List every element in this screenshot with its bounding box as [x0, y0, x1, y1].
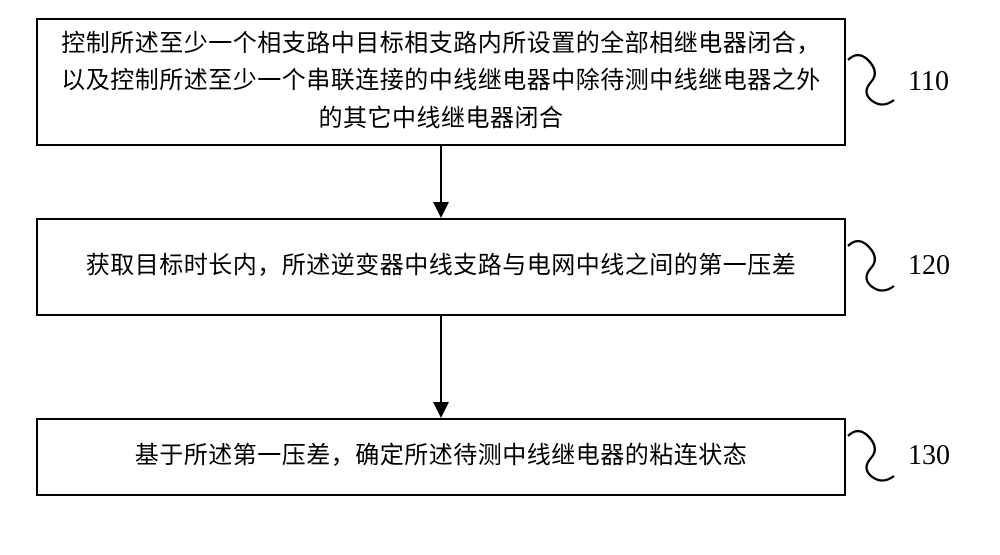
step-text-2: 获取目标时长内，所述逆变器中线支路与电网中线之间的第一压差 [86, 248, 797, 285]
step-box-3: 基于所述第一压差，确定所述待测中线继电器的粘连状态 [36, 418, 846, 496]
step-label-3: 130 [908, 440, 950, 472]
step-label-1: 110 [908, 66, 949, 98]
step-box-1: 控制所述至少一个相支路中目标相支路内所设置的全部相继电器闭合，以及控制所述至少一… [36, 18, 846, 146]
step-box-2: 获取目标时长内，所述逆变器中线支路与电网中线之间的第一压差 [36, 218, 846, 316]
step-text-1: 控制所述至少一个相支路中目标相支路内所设置的全部相继电器闭合，以及控制所述至少一… [52, 26, 830, 138]
arrow-line [440, 316, 442, 404]
brace-icon [848, 240, 894, 292]
brace-icon [848, 54, 894, 106]
arrow-line [440, 146, 442, 204]
brace-icon [848, 430, 894, 482]
arrow-head-icon [433, 402, 449, 418]
step-label-2: 120 [908, 250, 950, 282]
flowchart-canvas: 控制所述至少一个相支路中目标相支路内所设置的全部相继电器闭合，以及控制所述至少一… [0, 0, 1000, 555]
step-text-3: 基于所述第一压差，确定所述待测中线继电器的粘连状态 [135, 438, 748, 475]
arrow-head-icon [433, 202, 449, 218]
